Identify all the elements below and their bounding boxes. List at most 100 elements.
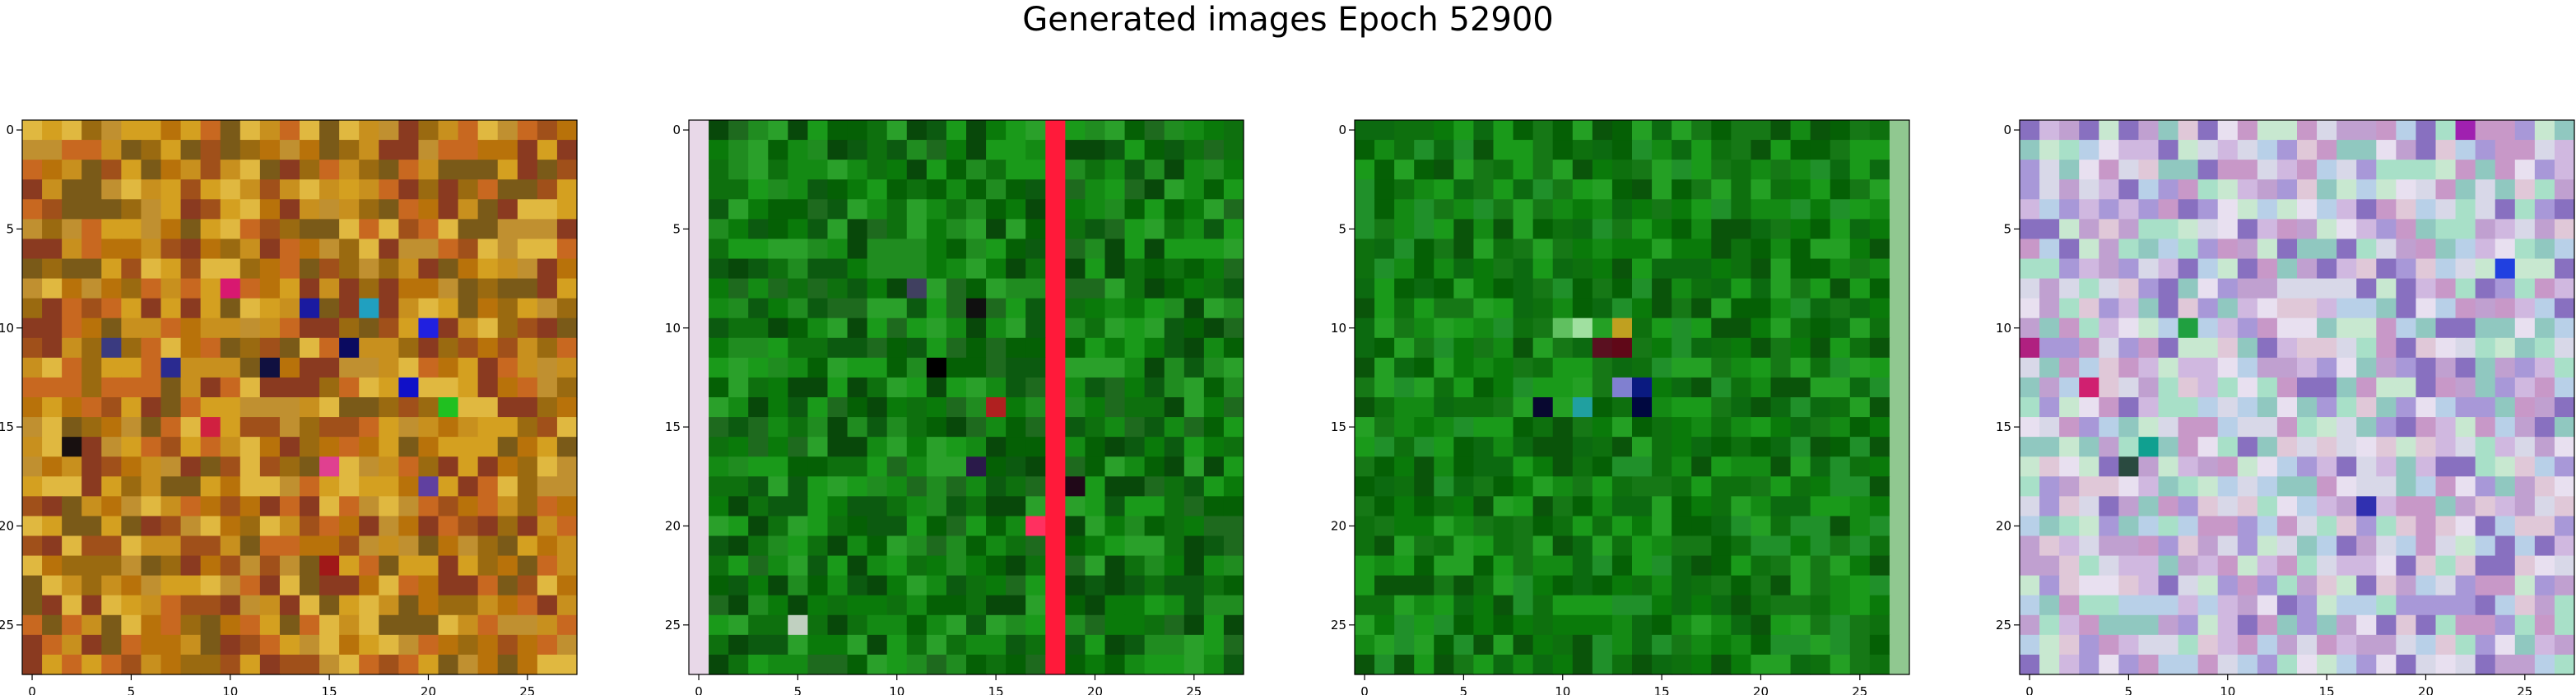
pixel: [1532, 535, 1554, 557]
pixel: [2178, 496, 2199, 517]
pixel: [827, 337, 849, 359]
pixel: [497, 258, 518, 280]
pixel: [886, 634, 908, 656]
pixel: [1144, 437, 1165, 457]
pixel: [1453, 437, 1475, 457]
pixel: [2435, 298, 2457, 319]
pixel: [2276, 219, 2298, 240]
pixel: [2138, 575, 2160, 596]
pixel: [1183, 258, 1205, 280]
pixel: [160, 179, 182, 200]
pixel: [359, 595, 379, 616]
pixel: [1144, 258, 1165, 280]
pixel: [2435, 258, 2457, 280]
pixel: [2495, 575, 2516, 596]
pixel: [1006, 199, 1026, 220]
pixel: [1592, 258, 1613, 280]
pixel: [1223, 397, 1244, 418]
pixel: [42, 476, 63, 497]
pixel: [1374, 278, 1395, 299]
pixel: [1085, 614, 1106, 636]
pixel: [1810, 516, 1831, 537]
pixel: [768, 357, 788, 378]
pixel: [847, 654, 868, 675]
pixel: [1731, 437, 1752, 457]
pixel: [438, 298, 459, 319]
pixel: [2317, 654, 2337, 675]
pixel: [1810, 595, 1831, 616]
pixel: [1473, 258, 1495, 280]
pixel: [788, 437, 809, 457]
pixel: [1810, 575, 1831, 596]
pixel: [1830, 595, 1851, 616]
pixel: [2337, 199, 2357, 220]
image-1-pixels: [22, 120, 578, 675]
pixel: [2079, 337, 2099, 359]
pixel: [517, 298, 538, 319]
pixel: [2237, 654, 2258, 675]
pixel: [398, 258, 420, 280]
pixel: [259, 555, 281, 577]
pixel: [517, 496, 538, 517]
pixel: [1453, 595, 1475, 616]
pixel: [319, 278, 340, 299]
pixel: [438, 397, 459, 418]
pixel: [1374, 357, 1395, 378]
pixel: [220, 278, 241, 299]
pixel: [689, 516, 709, 537]
pixel: [1374, 337, 1395, 359]
pixel: [2079, 278, 2099, 299]
pixel: [2396, 535, 2417, 557]
pixel: [438, 654, 459, 675]
pixel: [946, 357, 967, 378]
pixel: [1790, 298, 1811, 319]
pixel: [2297, 535, 2318, 557]
pixel: [2554, 199, 2575, 220]
pixel: [42, 337, 63, 359]
pixel: [2237, 476, 2258, 497]
pixel: [966, 357, 987, 378]
pixel: [1144, 516, 1165, 537]
pixel: [160, 654, 182, 675]
pixel: [1124, 179, 1146, 200]
pixel: [1611, 337, 1633, 359]
pixel: [259, 337, 281, 359]
pixel: [259, 258, 281, 280]
pixel: [1493, 456, 1514, 477]
pixel: [886, 160, 908, 180]
pixel: [2376, 575, 2397, 596]
pixel: [101, 298, 122, 319]
pixel: [2039, 575, 2060, 596]
pixel: [200, 357, 221, 378]
pixel: [2376, 634, 2397, 656]
pixel: [2376, 437, 2397, 457]
pixel: [160, 298, 182, 319]
pixel: [220, 397, 241, 418]
pixel: [1065, 357, 1086, 378]
pixel: [1374, 160, 1395, 180]
pixel: [239, 219, 261, 240]
pixel: [2514, 357, 2536, 378]
pixel: [2138, 258, 2160, 280]
pixel: [279, 160, 300, 180]
pixel: [2099, 496, 2119, 517]
pixel: [1513, 496, 1534, 517]
pixel: [768, 614, 788, 636]
pixel: [748, 555, 769, 577]
pixel: [1434, 654, 1454, 675]
pixel: [2337, 654, 2357, 675]
pixel: [1532, 239, 1554, 260]
pixel: [81, 239, 102, 260]
pixel: [1374, 417, 1395, 438]
pixel: [180, 219, 202, 240]
pixel: [1223, 179, 1244, 200]
pixel: [827, 476, 849, 497]
pixel: [1830, 199, 1851, 220]
pixel: [2197, 140, 2219, 160]
pixel: [556, 634, 578, 656]
pixel: [2237, 555, 2258, 577]
pixel: [709, 219, 729, 240]
pixel: [121, 496, 142, 517]
y-tick-label: 20: [665, 518, 681, 533]
pixel: [966, 298, 987, 319]
